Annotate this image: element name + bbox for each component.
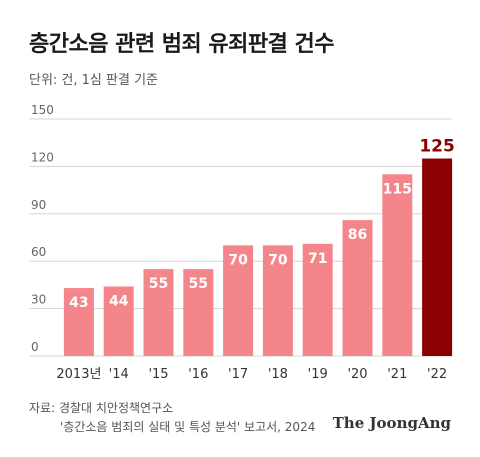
data-label: 70 [268, 252, 288, 268]
brand-logo: The JoongAng [332, 414, 451, 432]
bar [103, 286, 134, 356]
y-tick-label: 90 [31, 198, 46, 212]
data-label: 86 [348, 227, 367, 243]
bar [143, 269, 174, 356]
bars [63, 158, 453, 356]
x-axis-ticks: 2013년 '14 '15 '16 '17 '18 '19 '20 '21 '22 [56, 367, 447, 382]
y-tick-label: 120 [31, 150, 54, 164]
bar [302, 243, 333, 356]
y-tick-label: 30 [31, 293, 46, 307]
source-line-1: 자료: 경찰대 치안정책연구소 [29, 401, 174, 415]
data-label: 71 [308, 251, 327, 267]
y-tick-label: 150 [31, 103, 54, 117]
data-label: 125 [419, 137, 455, 157]
unit-note: 단위: 건, 1심 판결 기준 [29, 73, 158, 88]
x-tick-label: '22 [427, 367, 447, 382]
source-line-2: '층간소음 범죄의 실태 및 특성 분석' 보고서, 2024 [60, 420, 316, 434]
bar [223, 245, 254, 356]
x-tick-label: '16 [188, 367, 208, 382]
y-axis-ticks: 0 30 60 90 120 150 [31, 103, 54, 354]
data-label: 55 [149, 276, 168, 292]
x-tick-label: 2013년 [56, 367, 101, 382]
x-tick-label: '21 [387, 367, 407, 382]
y-tick-label: 60 [31, 245, 46, 259]
data-labels: 43 44 55 55 70 70 71 86 115 125 [69, 137, 455, 312]
x-tick-label: '18 [268, 367, 288, 382]
data-label: 115 [383, 181, 412, 197]
bar [382, 174, 413, 356]
x-tick-label: '14 [109, 367, 129, 382]
x-tick-label: '15 [148, 367, 168, 382]
bar [422, 158, 453, 356]
data-label: 55 [189, 276, 208, 292]
data-label: 44 [109, 293, 129, 309]
x-tick-label: '17 [228, 367, 248, 382]
x-tick-label: '20 [347, 367, 367, 382]
bar [183, 269, 214, 356]
bar [342, 220, 373, 356]
data-label: 70 [228, 252, 248, 268]
data-label: 43 [69, 295, 88, 311]
x-tick-label: '19 [308, 367, 328, 382]
y-tick-label: 0 [31, 340, 39, 354]
bar [262, 245, 293, 356]
bar [63, 288, 94, 356]
chart-title: 층간소음 관련 범죄 유죄판결 건수 [29, 32, 335, 57]
